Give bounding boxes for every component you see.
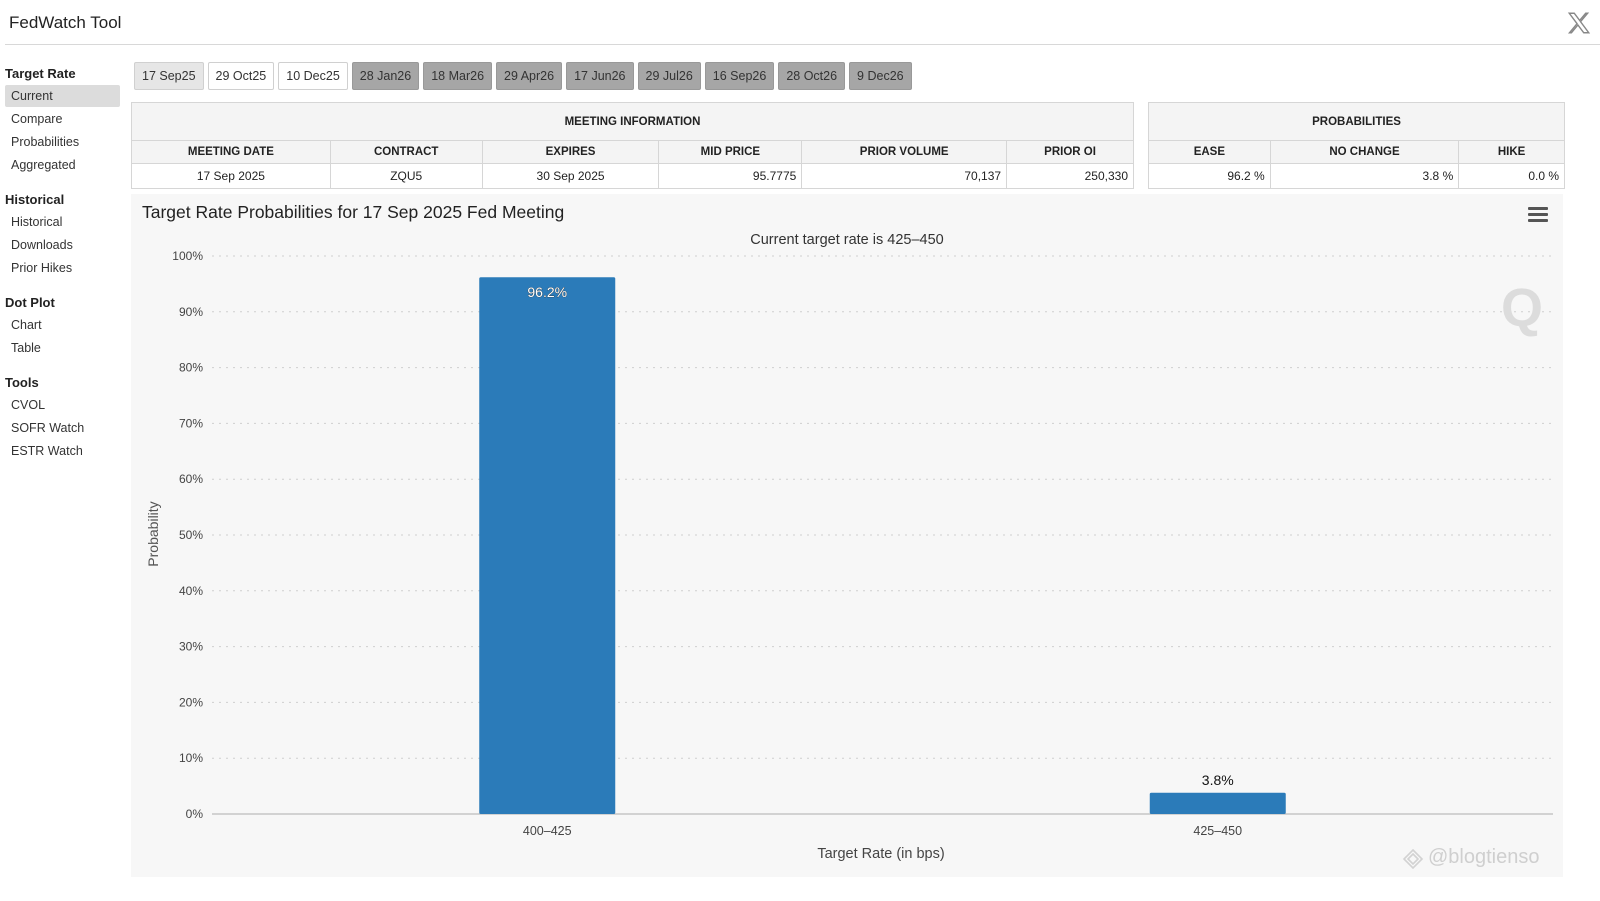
tab-9-dec26[interactable]: 9 Dec26 [849,62,912,90]
sidebar-heading: Target Rate [5,66,76,81]
tab-16-sep26[interactable]: 16 Sep26 [704,62,775,90]
column-header: HIKE [1458,140,1565,164]
tab-17-sep25[interactable]: 17 Sep25 [134,62,204,90]
y-tick-label: 50% [179,528,203,542]
tab-28-oct26[interactable]: 28 Oct26 [778,62,846,90]
column-header: MID PRICE [658,140,803,164]
column-header: CONTRACT [329,140,483,164]
y-tick-label: 30% [179,640,203,654]
probabilities-table: PROBABILITIES EASE NO CHANGE HIKE 96.2 %… [1148,102,1565,189]
sidebar-item-probabilities[interactable]: Probabilities [11,135,80,149]
prior-oi-cell: 250,330 [1006,163,1134,189]
chart-title: Target Rate Probabilities for 17 Sep 202… [142,202,565,222]
column-header: PRIOR VOLUME [801,140,1008,164]
no-change-cell: 3.8 % [1269,163,1460,189]
tab-18-mar26[interactable]: 18 Mar26 [423,62,493,90]
mid-price-cell: 95.7775 [658,163,803,189]
tab-28-jan26[interactable]: 28 Jan26 [351,62,420,90]
y-tick-label: 90% [179,305,203,319]
y-tick-label: 70% [179,416,203,430]
y-tick-label: 0% [186,807,204,821]
sidebar-item-estr-watch[interactable]: ESTR Watch [11,444,83,458]
sidebar-heading: Dot Plot [5,295,55,310]
chart-subtitle: Current target rate is 425–450 [750,232,943,248]
x-tick-label: 425–450 [1193,824,1242,838]
q-logo-icon: Q [1501,278,1543,338]
column-header: EASE [1148,140,1271,164]
app-title: FedWatch Tool [9,13,122,32]
ease-cell: 96.2 % [1148,163,1271,189]
prior-volume-cell: 70,137 [801,163,1008,189]
sidebar-heading: Historical [5,192,65,207]
contract-cell: ZQU5 [329,163,483,189]
bar[interactable] [1149,792,1286,814]
y-tick-label: 40% [179,584,203,598]
column-header: EXPIRES [481,140,660,164]
meeting-date-tabs: 17 Sep25 29 Oct25 10 Dec25 28 Jan26 18 M… [134,62,912,90]
sidebar-item-chart[interactable]: Chart [11,318,42,332]
sidebar-group-tools: Tools CVOL SOFR Watch ESTR Watch [5,373,120,462]
x-axis-label: Target Rate (in bps) [817,846,944,862]
y-tick-label: 60% [179,472,203,486]
sidebar-item-table[interactable]: Table [11,341,41,355]
y-tick-label: 10% [179,751,203,765]
watermark-text: @blogtienso [1428,846,1540,868]
sidebar-item-aggregated[interactable]: Aggregated [11,158,76,172]
sidebar-item-compare[interactable]: Compare [11,112,63,126]
bar[interactable] [479,277,616,815]
tab-17-jun26[interactable]: 17 Jun26 [566,62,634,90]
sidebar-item-current[interactable]: Current [5,85,120,107]
tab-29-jul26[interactable]: 29 Jul26 [637,62,701,90]
sidebar-heading: Tools [5,375,39,390]
meeting-date-cell: 17 Sep 2025 [131,163,331,189]
sidebar-group-dot-plot: Dot Plot Chart Table [5,293,120,359]
table-row: 17 Sep 2025 ZQU5 30 Sep 2025 95.7775 70,… [131,163,1134,189]
tab-29-oct25[interactable]: 29 Oct25 [207,62,275,90]
y-tick-label: 20% [179,695,203,709]
table-title: PROBABILITIES [1148,102,1565,141]
top-bar: FedWatch Tool [0,0,1600,46]
tab-10-dec25[interactable]: 10 Dec25 [278,62,348,90]
header-divider [5,44,1600,45]
sidebar-item-historical[interactable]: Historical [11,215,63,229]
column-header: PRIOR OI [1006,140,1134,164]
data-label: 96.2% [527,284,567,300]
sidebar-item-downloads[interactable]: Downloads [11,238,73,252]
sidebar-group-historical: Historical Historical Downloads Prior Hi… [5,190,120,279]
x-tick-label: 400–425 [523,824,572,838]
watermark-logo-icon [1402,848,1424,870]
x-logo-icon[interactable] [1566,10,1592,36]
meeting-information-table: MEETING INFORMATION MEETING DATE CONTRAC… [131,102,1134,189]
y-axis-label: Probability [145,501,161,566]
y-tick-label: 80% [179,361,203,375]
table-title: MEETING INFORMATION [131,102,1134,141]
sidebar-item-sofr-watch[interactable]: SOFR Watch [11,421,85,435]
chart-menu-icon[interactable] [1528,207,1548,222]
sidebar-item-prior-hikes[interactable]: Prior Hikes [11,261,73,275]
column-header: MEETING DATE [131,140,331,164]
bar-chart: 0% 10% 20% 30% 40% 50% 60% 70% 80% 90% 100% Q Curr… [145,232,1553,862]
data-label: 3.8% [1202,772,1234,788]
sidebar: Target Rate Current Compare Probabilitie… [5,64,120,476]
sidebar-item-cvol[interactable]: CVOL [11,398,46,412]
expires-cell: 30 Sep 2025 [481,163,660,189]
chart-panel: Target Rate Probabilities for 17 Sep 202… [131,194,1563,877]
y-tick-label: 100% [172,249,203,263]
sidebar-group-target-rate: Target Rate Current Compare Probabilitie… [5,64,120,176]
hike-cell: 0.0 % [1458,163,1565,189]
column-header: NO CHANGE [1269,140,1460,164]
svg-text:Q: Q [1501,278,1543,338]
tab-29-apr26[interactable]: 29 Apr26 [496,62,563,90]
table-row: 96.2 % 3.8 % 0.0 % [1148,163,1565,189]
